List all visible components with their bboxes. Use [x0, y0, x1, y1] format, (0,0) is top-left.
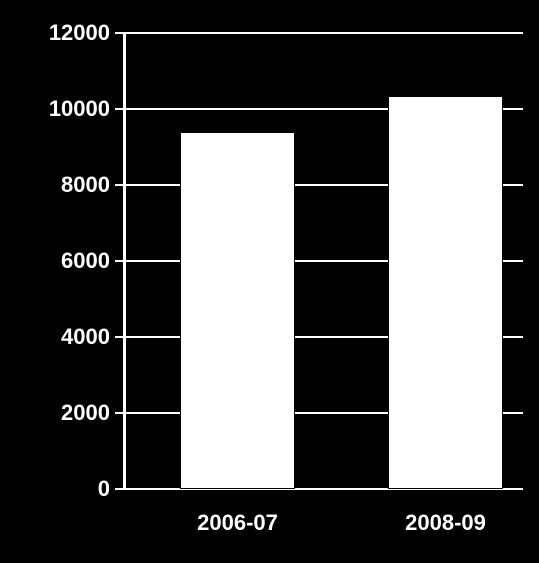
y-axis-label: 0 — [98, 476, 110, 502]
plot-area — [123, 33, 523, 489]
y-tick — [115, 336, 123, 338]
y-axis-label: 6000 — [61, 248, 110, 274]
y-tick — [115, 260, 123, 262]
x-axis-label: 2006-07 — [197, 510, 278, 536]
y-tick — [115, 108, 123, 110]
y-tick — [115, 184, 123, 186]
bar — [388, 96, 503, 489]
y-tick — [115, 412, 123, 414]
y-axis-label: 12000 — [49, 20, 110, 46]
y-axis-label: 10000 — [49, 96, 110, 122]
y-tick — [115, 32, 123, 34]
bar — [180, 132, 295, 489]
y-axis-label: 2000 — [61, 400, 110, 426]
x-axis-label: 2008-09 — [405, 510, 486, 536]
bar-chart: 0 2000 4000 6000 8000 10000 12000 2006-07 2008-0… — [0, 0, 539, 563]
gridline — [123, 32, 523, 34]
y-axis-label: 8000 — [61, 172, 110, 198]
y-tick — [115, 488, 123, 490]
y-axis-label: 4000 — [61, 324, 110, 350]
